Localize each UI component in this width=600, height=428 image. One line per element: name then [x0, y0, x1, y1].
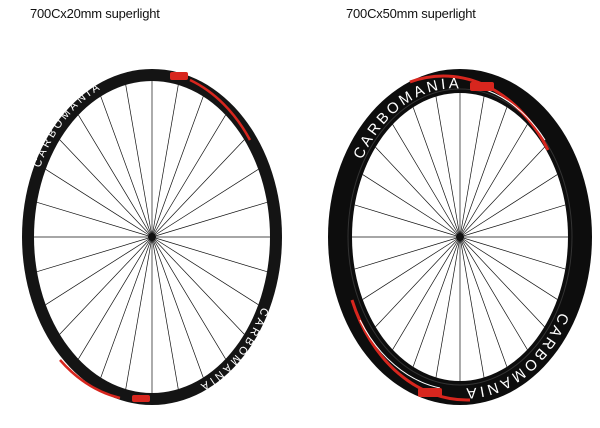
spoke: [459, 236, 508, 367]
spoke: [412, 236, 461, 367]
rim-stripe-bottom-inner: [359, 319, 441, 389]
spoke: [125, 84, 153, 238]
spoke: [151, 236, 245, 335]
spoke: [36, 201, 153, 238]
spoke: [125, 236, 153, 390]
spoke: [412, 107, 461, 238]
spoke: [459, 96, 485, 238]
spoke: [100, 236, 153, 378]
spoke: [151, 236, 268, 273]
spoke: [459, 236, 558, 300]
spoke: [459, 236, 545, 328]
spoke: [459, 236, 566, 270]
brand-logo-bottom: [418, 388, 442, 397]
hub: [148, 233, 156, 241]
spoke: [435, 96, 461, 238]
spoke: [354, 204, 461, 238]
wheel-20mm: CARBOMANIA CARBOMANIA: [22, 69, 282, 405]
spoke: [151, 96, 204, 238]
spoke: [459, 236, 485, 378]
spoke: [151, 236, 204, 378]
spoke: [459, 174, 558, 238]
spoke: [362, 236, 461, 300]
wheel-caption-20mm: 700Cx20mm superlight: [30, 6, 160, 21]
spoke: [151, 169, 259, 238]
spoke: [459, 204, 566, 238]
spoke: [59, 236, 153, 335]
spoke: [375, 236, 461, 328]
rim-stripe-top: [189, 78, 252, 141]
spoke: [151, 236, 179, 390]
spoke: [354, 236, 461, 270]
spoke: [59, 139, 153, 238]
spoke: [459, 146, 545, 238]
spoke: [151, 201, 268, 238]
spoke: [151, 236, 226, 360]
spoke: [392, 124, 461, 238]
spokes: [34, 81, 270, 393]
spoke: [459, 236, 528, 350]
brand-logo-bottom: [132, 395, 150, 402]
spoke: [392, 236, 461, 350]
spoke: [151, 84, 179, 238]
rim-stripe-bottom: [59, 359, 121, 400]
brand-logo-top: [170, 72, 188, 80]
wheel-50mm: CARBOMANIA CARBOMANIA: [328, 69, 592, 405]
spoke: [375, 146, 461, 238]
hub: [456, 233, 464, 241]
spoke: [151, 139, 245, 238]
spoke: [78, 114, 153, 238]
spoke: [78, 236, 153, 360]
spoke: [36, 236, 153, 273]
spoke: [151, 114, 226, 238]
spoke: [362, 174, 461, 238]
spoke: [459, 124, 528, 238]
brand-logo-top: [470, 82, 494, 91]
spoke: [45, 236, 153, 305]
spoke: [45, 169, 153, 238]
spoke: [151, 236, 259, 305]
spoke: [100, 96, 153, 238]
spokes: [352, 93, 568, 381]
spoke: [459, 107, 508, 238]
wheel-caption-50mm: 700Cx50mm superlight: [346, 6, 476, 21]
spoke: [435, 236, 461, 378]
